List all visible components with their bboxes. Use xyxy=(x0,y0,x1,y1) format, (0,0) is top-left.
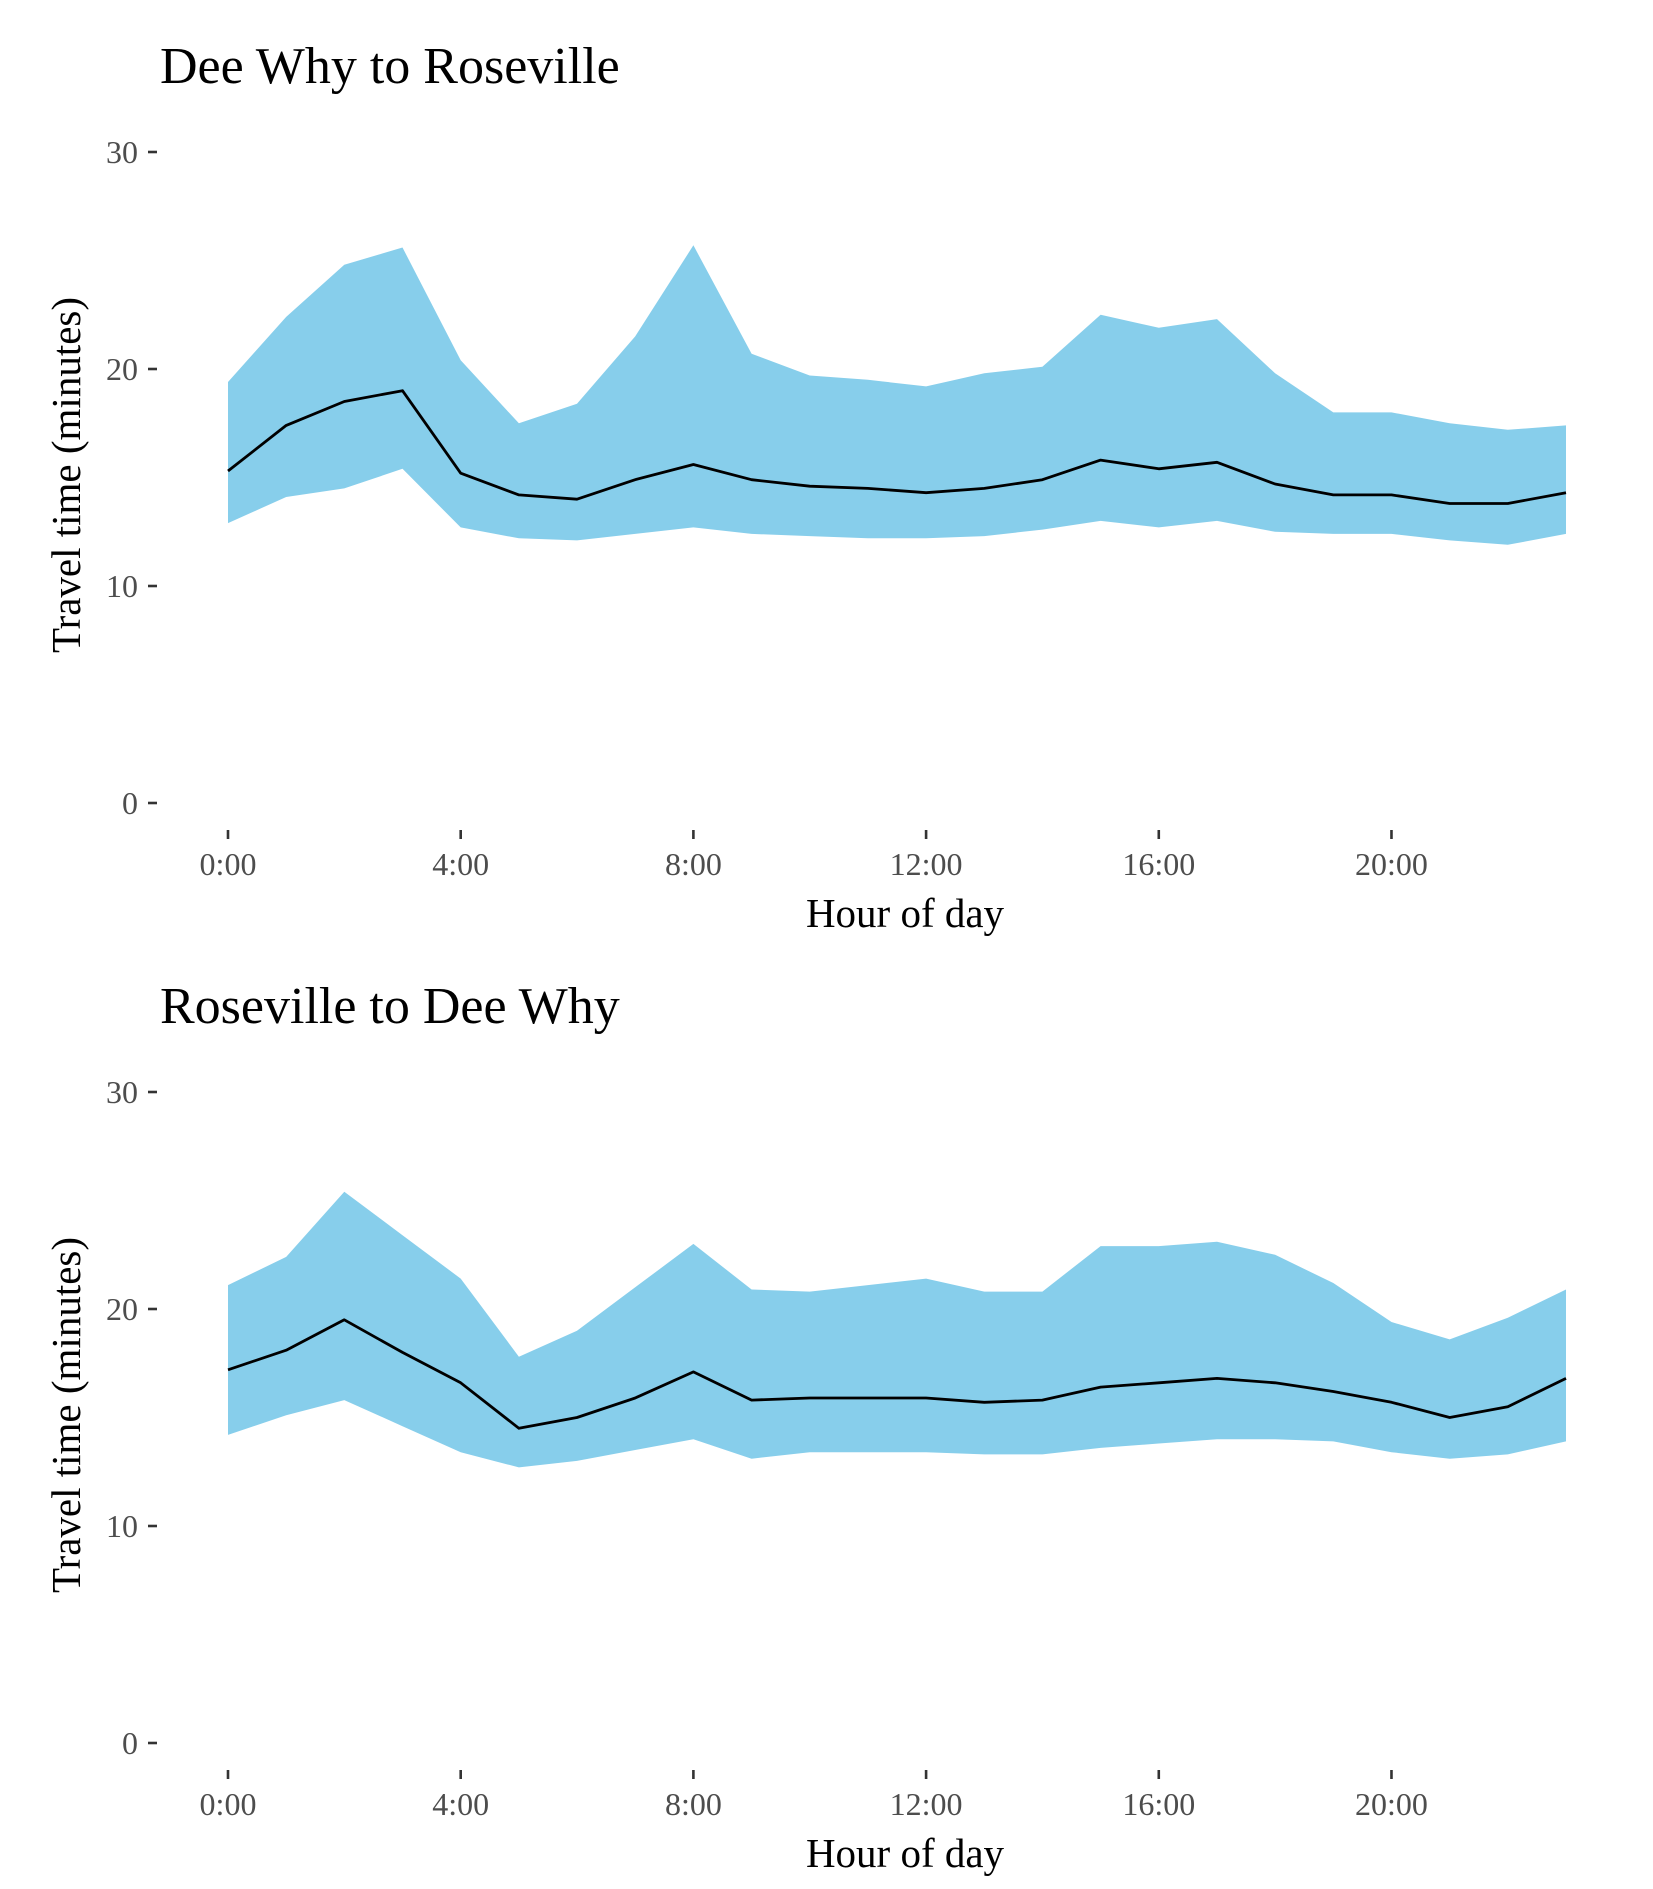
y-tick-label: 20 xyxy=(106,1291,138,1327)
panel-title: Dee Why to Roseville xyxy=(160,38,620,95)
x-tick-label: 0:00 xyxy=(200,1786,257,1822)
x-tick-label: 4:00 xyxy=(432,1786,489,1822)
x-axis-title: Hour of day xyxy=(806,890,1005,936)
x-tick-label: 20:00 xyxy=(1355,1786,1428,1822)
y-axis: 0 10 20 30 xyxy=(106,1074,157,1761)
y-tick-label: 0 xyxy=(122,785,138,821)
y-tick-label: 30 xyxy=(106,1074,138,1110)
plot-area xyxy=(227,245,1567,545)
x-tick-label: 16:00 xyxy=(1122,846,1195,882)
ribbon-band xyxy=(228,245,1566,545)
x-axis: 0:00 4:00 8:00 12:00 16:00 20:00 xyxy=(200,1770,1428,1822)
y-tick-label: 0 xyxy=(122,1725,138,1761)
series-line xyxy=(227,389,1567,505)
ribbon-band xyxy=(228,1191,1566,1468)
y-axis-title: Travel time (minutes) xyxy=(43,1237,89,1593)
x-tick-label: 8:00 xyxy=(665,1786,722,1822)
y-tick-label: 30 xyxy=(106,134,138,170)
y-tick-label: 20 xyxy=(106,351,138,387)
series-line xyxy=(227,1318,1567,1430)
x-axis-title: Hour of day xyxy=(806,1830,1005,1876)
x-tick-label: 16:00 xyxy=(1122,1786,1195,1822)
y-tick-label: 10 xyxy=(106,1508,138,1544)
y-axis-title: Travel time (minutes) xyxy=(43,297,89,653)
x-tick-label: 20:00 xyxy=(1355,846,1428,882)
panel-dee-why-to-roseville: Dee Why to Roseville 0 10 20 30 0:00 4:00 8:0… xyxy=(43,38,1567,936)
x-axis: 0:00 4:00 8:00 12:00 16:00 20:00 xyxy=(200,830,1428,882)
x-tick-label: 0:00 xyxy=(200,846,257,882)
plot-area xyxy=(227,1191,1567,1468)
x-tick-label: 12:00 xyxy=(890,846,963,882)
x-tick-label: 8:00 xyxy=(665,846,722,882)
y-axis: 0 10 20 30 xyxy=(106,134,157,821)
y-tick-label: 10 xyxy=(106,568,138,604)
panel-title: Roseville to Dee Why xyxy=(160,978,620,1035)
panel-roseville-to-dee-why: Roseville to Dee Why 0 10 20 30 0:00 4:00 8:0… xyxy=(43,978,1567,1876)
x-tick-label: 4:00 xyxy=(432,846,489,882)
x-tick-label: 12:00 xyxy=(890,1786,963,1822)
